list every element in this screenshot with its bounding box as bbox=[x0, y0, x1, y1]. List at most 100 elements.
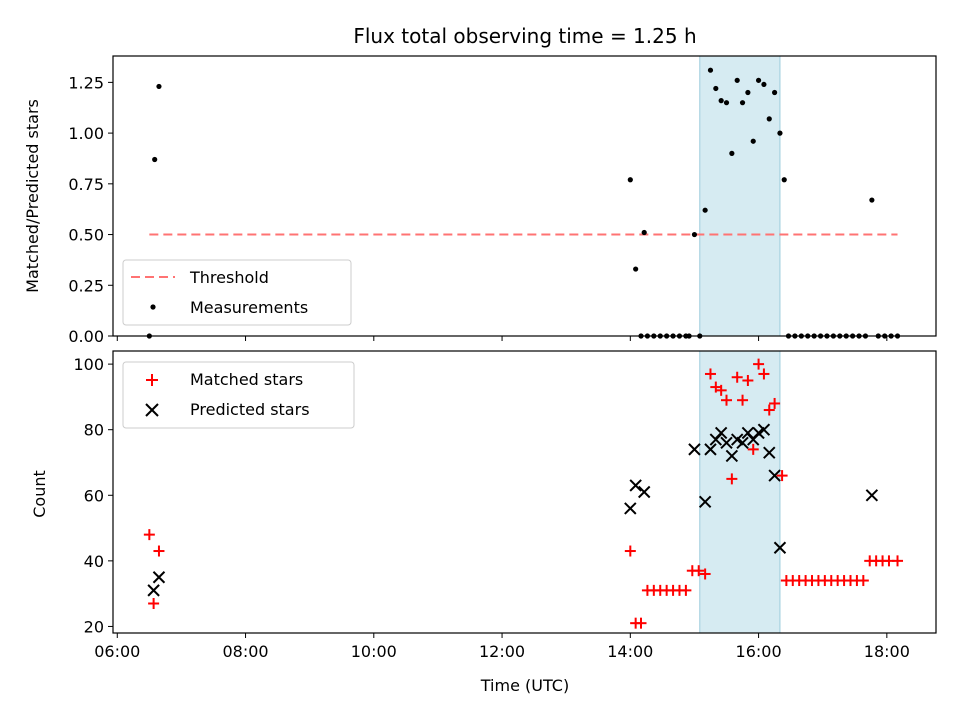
x-tick-label: 18:00 bbox=[864, 642, 910, 661]
bottom-y-tick-label: 60 bbox=[84, 486, 104, 505]
matched-star-point bbox=[769, 397, 781, 409]
bottom-y-axis-label: Count bbox=[30, 470, 49, 518]
top-y-tick-label: 0.50 bbox=[68, 226, 104, 245]
measurement-point bbox=[781, 177, 787, 183]
matched-star-point bbox=[737, 394, 749, 406]
legend-measurements-swatch bbox=[150, 304, 156, 310]
legend-matched-label: Matched stars bbox=[190, 370, 303, 389]
x-axis-label: Time (UTC) bbox=[480, 676, 569, 695]
measurement-point bbox=[766, 116, 772, 122]
matched-star-point bbox=[704, 368, 716, 380]
shaded-interval bbox=[699, 350, 781, 634]
measurement-point bbox=[777, 130, 783, 136]
top-plot-frame bbox=[112, 55, 937, 337]
measurement-point bbox=[750, 138, 756, 144]
legend-measurements-label: Measurements bbox=[190, 298, 308, 317]
measurement-point bbox=[152, 156, 158, 163]
predicted-star-point bbox=[725, 449, 739, 463]
bottom-y-ticks: 20 40 60 80 100 bbox=[73, 355, 113, 636]
predicted-star-point bbox=[147, 584, 160, 597]
measurement-point bbox=[761, 81, 767, 88]
matched-star-point bbox=[857, 575, 869, 587]
matched-star-point bbox=[143, 529, 155, 541]
measurement-point bbox=[713, 85, 719, 92]
measurement-point bbox=[745, 89, 751, 96]
measurement-point bbox=[633, 266, 639, 272]
bottom-y-tick-label: 20 bbox=[84, 617, 104, 636]
x-tick-label: 06:00 bbox=[94, 642, 140, 661]
predicted-star-point bbox=[688, 443, 701, 456]
top-y-ticks: 0.00 0.25 0.50 0.75 1.00 1.25 bbox=[68, 73, 113, 346]
matched-star-point bbox=[148, 597, 160, 609]
matched-star-point bbox=[693, 565, 705, 577]
top-y-tick-label: 1.25 bbox=[68, 73, 104, 92]
chart-title: Flux total observing time = 1.25 h bbox=[353, 24, 696, 48]
legend-threshold-label: Threshold bbox=[189, 268, 269, 287]
bottom-y-tick-label: 40 bbox=[84, 552, 104, 571]
bottom-observing-window bbox=[699, 350, 781, 634]
measurement-point bbox=[772, 89, 778, 96]
predicted-star-point bbox=[704, 443, 717, 456]
matched-star-point bbox=[624, 545, 636, 557]
matched-star-point bbox=[753, 358, 765, 370]
measurement-point bbox=[707, 67, 714, 73]
matched-star-point bbox=[892, 555, 904, 567]
measurement-point bbox=[641, 229, 647, 236]
top-y-tick-label: 0.00 bbox=[68, 327, 104, 346]
predicted-star-point bbox=[773, 541, 787, 554]
bottom-plot-frame bbox=[112, 350, 937, 634]
top-y-tick-label: 1.00 bbox=[68, 124, 104, 143]
predicted-star-point bbox=[736, 436, 749, 450]
top-observing-window bbox=[699, 55, 781, 337]
matched-star-point bbox=[726, 473, 738, 485]
matched-star-point bbox=[699, 568, 711, 580]
predicted-star-point bbox=[865, 489, 879, 502]
matched-star-point bbox=[776, 470, 788, 482]
matched-star-point bbox=[153, 545, 165, 557]
predicted-star-point bbox=[720, 436, 733, 450]
x-tick-label: 08:00 bbox=[222, 642, 268, 661]
measurement-point bbox=[755, 77, 762, 83]
matched-star-point bbox=[731, 371, 743, 383]
top-y-tick-label: 0.25 bbox=[68, 276, 104, 295]
bottom-legend-box bbox=[122, 361, 355, 429]
legend-predicted-swatch bbox=[145, 403, 159, 417]
x-tick-label: 16:00 bbox=[736, 642, 782, 661]
predicted-star-point bbox=[638, 485, 651, 499]
measurement-point bbox=[734, 77, 740, 83]
measurement-point bbox=[718, 98, 724, 104]
top-legend-box bbox=[122, 259, 352, 326]
bottom-y-tick-label: 100 bbox=[73, 355, 104, 374]
bottom-y-tick-label: 80 bbox=[84, 421, 104, 440]
x-tick-label: 10:00 bbox=[351, 642, 397, 661]
matched-star-point bbox=[763, 404, 775, 416]
shaded-interval bbox=[699, 55, 781, 337]
top-y-tick-label: 0.75 bbox=[68, 175, 104, 194]
bottom-x-ticks: 06:00 08:00 10:00 12:00 14:00 16:00 18:00 bbox=[94, 633, 910, 661]
top-y-axis-label: Matched/Predicted stars bbox=[23, 99, 42, 293]
legend-matched-swatch bbox=[146, 374, 158, 386]
predicted-star-point bbox=[698, 495, 712, 509]
predicted-star-point bbox=[768, 469, 781, 482]
matched-star-point bbox=[758, 368, 770, 380]
matched-star-point bbox=[635, 617, 647, 629]
predicted-star-point bbox=[757, 423, 771, 436]
measurement-point bbox=[156, 83, 162, 90]
predicted-star-point bbox=[629, 479, 642, 492]
predicted-star-point bbox=[714, 426, 728, 440]
x-tick-label: 14:00 bbox=[607, 642, 653, 661]
top-legend: Threshold Measurements bbox=[122, 259, 352, 326]
top-x-ticks bbox=[116, 336, 888, 341]
matched-star-point bbox=[715, 384, 727, 396]
predicted-star-point bbox=[763, 446, 776, 459]
bottom-legend: Matched stars Predicted stars bbox=[122, 361, 355, 429]
measurement-point bbox=[729, 150, 735, 156]
predicted-star-point bbox=[152, 571, 166, 584]
measurement-points bbox=[146, 67, 901, 339]
legend-predicted-label: Predicted stars bbox=[190, 400, 310, 419]
measurement-point bbox=[739, 100, 746, 106]
measurement-point bbox=[702, 207, 708, 213]
measurement-point bbox=[869, 197, 875, 203]
measurement-point bbox=[627, 177, 633, 183]
predicted-star-point bbox=[624, 502, 637, 515]
